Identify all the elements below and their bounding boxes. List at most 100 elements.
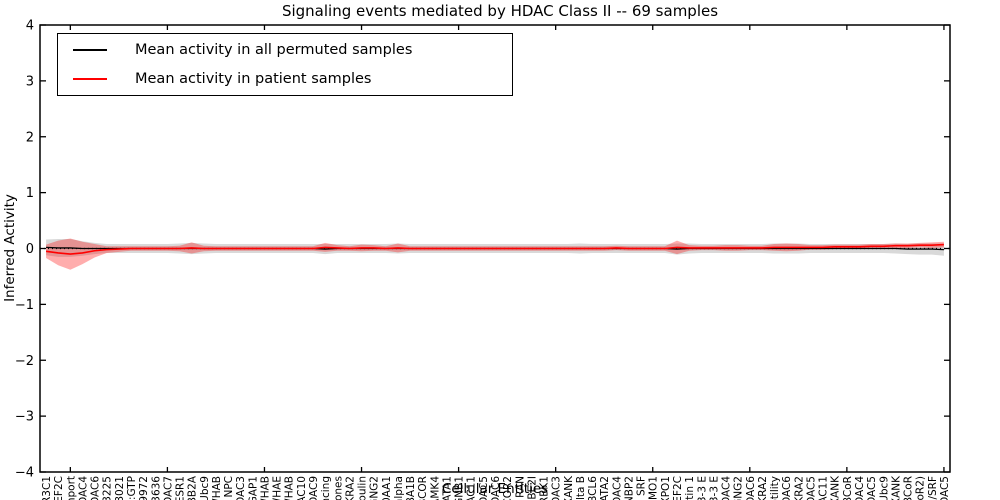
x-tick-label: GATA1/HDAC4 bbox=[854, 476, 866, 500]
x-tick-label: Ran/GTP/Exportin 1/HDAC4 bbox=[77, 476, 89, 500]
x-tick-label: HDAC11 bbox=[466, 476, 478, 500]
legend: Mean activity in all permuted samples Me… bbox=[57, 33, 513, 96]
x-tick-label: Tubulin/HDAC6 bbox=[781, 476, 793, 500]
x-tick-label: RFXANK bbox=[563, 475, 575, 500]
patient-band bbox=[46, 238, 944, 270]
x-tick-label: UBE2I bbox=[526, 476, 538, 500]
x-tick-label: MEF2C bbox=[53, 476, 65, 500]
x-tick-label: HDAC4/SRF bbox=[927, 476, 939, 500]
x-tick-label: HSP90AA1 bbox=[381, 476, 393, 500]
x-tick-label: RANGAP1 bbox=[247, 476, 259, 500]
x-tick-label: YWHAE bbox=[272, 476, 284, 500]
x-tick-label: EntrezGene:23225 bbox=[102, 476, 114, 500]
x-tick-label: YWHAB bbox=[211, 476, 223, 500]
x-tick-label: HDAC4/RFXANK bbox=[890, 475, 902, 500]
x-tick-label: EntrezGene:23636 bbox=[150, 476, 162, 500]
x-tick-label: HDAC4/HDAC3/SMRT (N-CoR2) bbox=[915, 476, 927, 500]
legend-line-swatch-permuted bbox=[73, 49, 107, 51]
x-tick-label: SRF bbox=[636, 476, 648, 496]
x-axis-label: Cellular Entities bbox=[441, 481, 549, 497]
y-tick-label: −2 bbox=[15, 354, 34, 369]
x-tick-label: HDAC5/ANKRA2 bbox=[757, 476, 769, 500]
mean-line-1 bbox=[45, 243, 944, 255]
x-tick-label: ADRBK1 bbox=[539, 476, 551, 500]
x-tick-label: G beta1gamma2/HDAC5 bbox=[939, 476, 951, 500]
x-tick-label: BCOR bbox=[417, 476, 429, 500]
y-tick-label: 1 bbox=[26, 186, 34, 201]
legend-label-patient: Mean activity in patient samples bbox=[135, 71, 372, 87]
x-tick-label: NCOR2 bbox=[502, 476, 514, 500]
x-tick-label: HDAC4/Ubc9 bbox=[878, 476, 890, 500]
x-tick-label: SUMO1/HDAC4 bbox=[721, 476, 733, 500]
x-tick-label: HDAC5/14-3-3 E bbox=[708, 476, 720, 500]
x-tick-label: HDAC7 bbox=[162, 476, 174, 500]
band-1 bbox=[46, 238, 944, 270]
y-axis-label: Inferred Activity bbox=[2, 194, 18, 302]
tick-marks bbox=[40, 24, 950, 473]
x-tick-label: Glucocorticoid receptor/Hsp90/HDAC6 bbox=[90, 476, 102, 500]
x-tick-label: Tubulin bbox=[357, 476, 369, 500]
x-tick-label: HDAC6/HDAC11 bbox=[818, 476, 830, 500]
x-tick-label: RAN bbox=[514, 476, 526, 498]
x-tick-label: HDAC4/CaMK II delta B bbox=[575, 476, 587, 500]
x-tick-label: HDAC5 bbox=[478, 476, 490, 500]
legend-line-swatch-patient bbox=[73, 78, 107, 80]
x-tick-label: ESR1 bbox=[175, 476, 187, 500]
x-tick-label: HDAC4/YWHAB bbox=[284, 476, 296, 500]
x-tick-label: HDAC4/MEF2C bbox=[672, 476, 684, 500]
chart-title: Signaling events mediated by HDAC Class … bbox=[281, 2, 719, 20]
y-tick-label: 0 bbox=[26, 242, 34, 257]
x-tick-label: HDAC10 bbox=[296, 476, 308, 500]
y-tick-label: 2 bbox=[26, 130, 34, 145]
y-tick-label: 3 bbox=[26, 74, 34, 89]
y-tick-label: −4 bbox=[15, 466, 34, 481]
y-tick-label: −1 bbox=[15, 298, 34, 313]
x-tick-label: HDAC9 bbox=[308, 476, 320, 500]
x-tick-label: nuclear import bbox=[65, 476, 77, 500]
x-tick-label: NPC bbox=[223, 476, 235, 498]
x-tick-label: HDAC6 bbox=[490, 476, 502, 500]
y-tick-label: 4 bbox=[26, 19, 34, 34]
x-tick-label: CAMK4 bbox=[429, 476, 441, 500]
x-tick-label: Histones bbox=[332, 476, 344, 500]
x-tick-label: ANKRA2 bbox=[344, 476, 356, 500]
x-tick-label: BCL6/BCoR bbox=[842, 476, 854, 500]
x-tick-label: BCL6 bbox=[587, 476, 599, 500]
x-tick-label: GNB1/GNG2 bbox=[733, 476, 745, 500]
x-tick-label: HDAC5/YWHAB bbox=[259, 476, 271, 500]
x-tick-label: GATA2/HDAC5 bbox=[866, 476, 878, 500]
legend-entry-permuted: Mean activity in all permuted samples bbox=[58, 36, 512, 65]
x-tick-label: Hsp90/HDAC6 bbox=[745, 476, 757, 500]
x-tick-label: HDAC4/ER alpha bbox=[393, 476, 405, 500]
legend-label-permuted: Mean activity in all permuted samples bbox=[135, 42, 413, 58]
x-tick-label: GATA2 bbox=[599, 476, 611, 500]
x-tick-label: HDAC5/RFXANK bbox=[830, 475, 842, 500]
patient-mean-line bbox=[45, 243, 944, 255]
x-tick-label: HDAC7/HDAC3 bbox=[235, 476, 247, 500]
x-tick-label: SUMO1 bbox=[648, 476, 660, 500]
x-tick-label: RANBP2 bbox=[623, 476, 635, 500]
x-tick-label: XPO1 bbox=[660, 476, 672, 500]
x-tick-label: HDAC5/BCL6/BCoR bbox=[903, 476, 915, 500]
x-tick-label: mol:GTP bbox=[126, 476, 138, 500]
x-tick-label: TUBA1B bbox=[405, 476, 417, 500]
x-tick-labels: NR3C1MEF2Cnuclear importRan/GTP/Exportin… bbox=[41, 475, 951, 500]
x-tick-label: EntrezGene:8021 bbox=[114, 476, 126, 500]
legend-entry-patient: Mean activity in patient samples bbox=[58, 65, 512, 94]
x-tick-label: HDAC3 bbox=[551, 476, 563, 500]
x-tick-label: GATA1/HDAC5 bbox=[805, 476, 817, 500]
x-tick-label: NPC/RanGAP1/SUMO1/Ubc9 bbox=[199, 476, 211, 500]
x-tick-label: GATA1 bbox=[441, 476, 453, 500]
x-tick-label: HDAC4/14-3-3 E bbox=[696, 476, 708, 500]
x-tick-label: positive regulation of chromatin silenci… bbox=[320, 476, 332, 500]
y-tick-label: −3 bbox=[15, 410, 34, 425]
x-tick-label: GNG2 bbox=[369, 476, 381, 500]
x-tick-label: Ran/GTP/Exportin 1 bbox=[684, 476, 696, 500]
x-tick-label: EntrezGene:9972 bbox=[138, 476, 150, 500]
x-tick-label: NR3C1 bbox=[41, 476, 53, 500]
x-tick-label: cell motility bbox=[769, 476, 781, 500]
x-tick-label: HDAC4 bbox=[611, 476, 623, 500]
x-tick-label: TUBB2A bbox=[187, 475, 199, 500]
